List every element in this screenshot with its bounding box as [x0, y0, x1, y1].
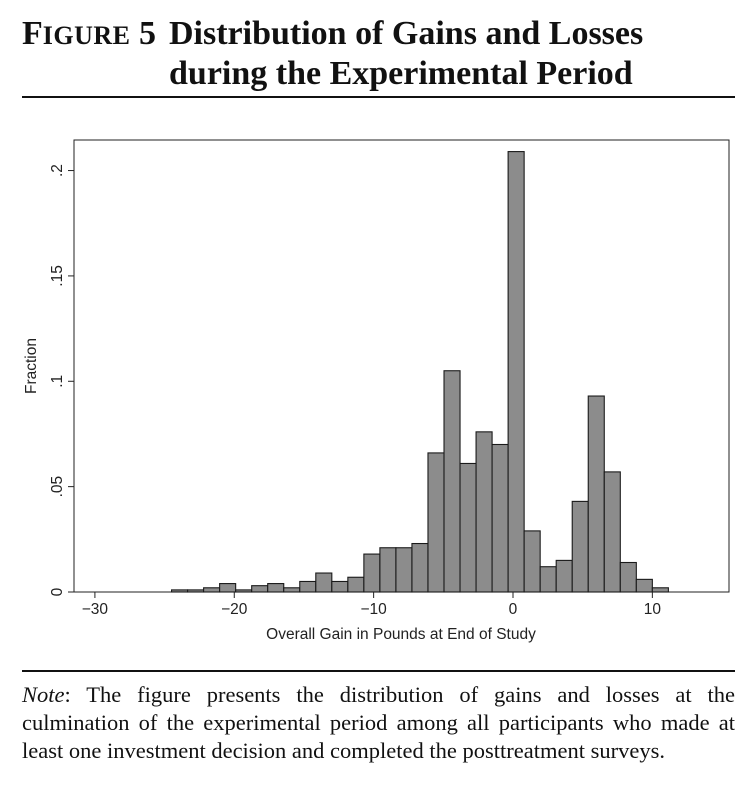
histogram-bar-19	[475, 431, 493, 593]
x-tick-label: −10	[360, 601, 387, 618]
y-tick-label: .05	[49, 476, 66, 498]
histogram-bar-29	[635, 578, 653, 593]
x-axis-label: Overall Gain in Pounds at End of Study	[266, 626, 536, 643]
figure-title-line-1: Distribution of Gains and Losses	[169, 15, 644, 52]
histogram-bar-9	[315, 572, 333, 593]
histogram-bar-17	[443, 370, 461, 593]
histogram-bar-18	[459, 462, 477, 593]
histogram-bar-10	[331, 580, 349, 593]
y-tick-label: .1	[49, 375, 66, 388]
histogram-bar-23	[539, 566, 557, 593]
histogram-bar-27	[603, 471, 621, 593]
x-tick-label: 10	[644, 601, 662, 618]
histogram-bar-16	[427, 452, 445, 593]
figure-title: Distribution of Gains and Losses during …	[169, 14, 729, 94]
histogram-bar-2	[203, 587, 221, 593]
histogram-bar-11	[347, 576, 365, 593]
y-tick-label: .15	[49, 265, 66, 287]
histogram-bar-15	[411, 542, 429, 593]
note-lead: Note	[22, 682, 65, 707]
figure-label: FIGURE 5	[22, 14, 156, 56]
histogram-bar-25	[571, 500, 589, 593]
note-rule	[22, 670, 735, 672]
y-axis: 0 .05 .1 .15 .2	[49, 164, 74, 596]
x-tick-label: −30	[82, 601, 109, 618]
figure-number: 5	[139, 15, 157, 52]
plot-frame	[73, 139, 730, 593]
histogram-bar-8	[299, 580, 317, 593]
histogram-chart: −30 −20 −10 0 10 0 .05 .1 .15 .2 Overall Gain in…	[23, 139, 730, 643]
histogram-bar-0	[171, 589, 189, 593]
histogram-bar-21	[507, 151, 525, 593]
note-text: : The figure presents the distribution o…	[22, 682, 735, 763]
y-tick-label: 0	[49, 587, 66, 596]
histogram-bar-4	[235, 589, 253, 593]
histogram-bar-5	[251, 585, 269, 593]
histogram-bar-22	[523, 530, 541, 593]
histogram-bar-26	[587, 395, 605, 593]
x-axis: −30 −20 −10 0 10	[82, 592, 662, 618]
x-tick-label: −20	[221, 601, 248, 618]
figure-note: Note: The figure presents the distributi…	[22, 681, 735, 765]
histogram-bar-3	[219, 583, 237, 593]
histogram-bars	[171, 151, 669, 593]
histogram-bar-24	[555, 559, 573, 593]
histogram-bar-1	[187, 589, 205, 593]
figure-label-rest: IGURE	[42, 21, 131, 50]
y-tick-label: .2	[49, 164, 66, 177]
histogram-bar-6	[267, 583, 285, 593]
histogram-bar-30	[651, 587, 669, 593]
histogram-bar-7	[283, 587, 301, 593]
histogram-bar-14	[395, 547, 413, 593]
header-rule	[22, 96, 735, 98]
y-axis-label: Fraction	[23, 338, 40, 394]
x-tick-label: 0	[509, 601, 518, 618]
histogram-bar-20	[491, 443, 509, 593]
histogram-bar-13	[379, 547, 397, 593]
figure-label-initial: F	[22, 15, 43, 52]
histogram-bar-12	[363, 553, 381, 593]
histogram-bar-28	[619, 561, 637, 593]
figure-title-line-2: during the Experimental Period	[169, 55, 633, 92]
